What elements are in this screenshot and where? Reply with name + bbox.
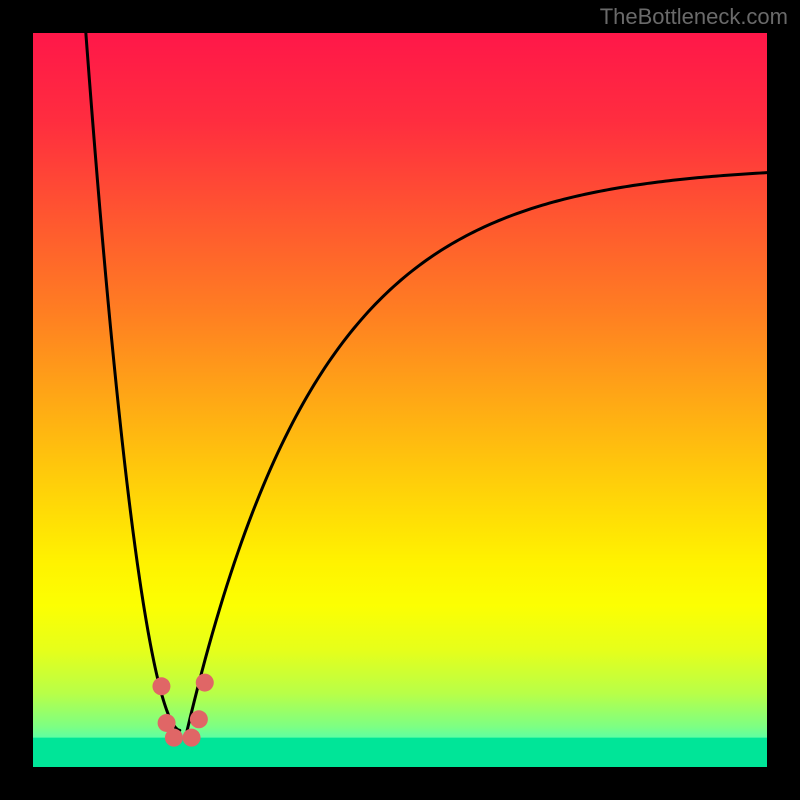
watermark-text: TheBottleneck.com bbox=[600, 4, 788, 30]
marker-point bbox=[190, 710, 208, 728]
chart-svg bbox=[33, 33, 767, 767]
bottom-band bbox=[33, 738, 767, 767]
marker-point bbox=[196, 674, 214, 692]
marker-point bbox=[165, 729, 183, 747]
marker-point bbox=[183, 729, 201, 747]
marker-point bbox=[152, 677, 170, 695]
gradient-background bbox=[33, 33, 767, 767]
plot-area bbox=[33, 33, 767, 767]
